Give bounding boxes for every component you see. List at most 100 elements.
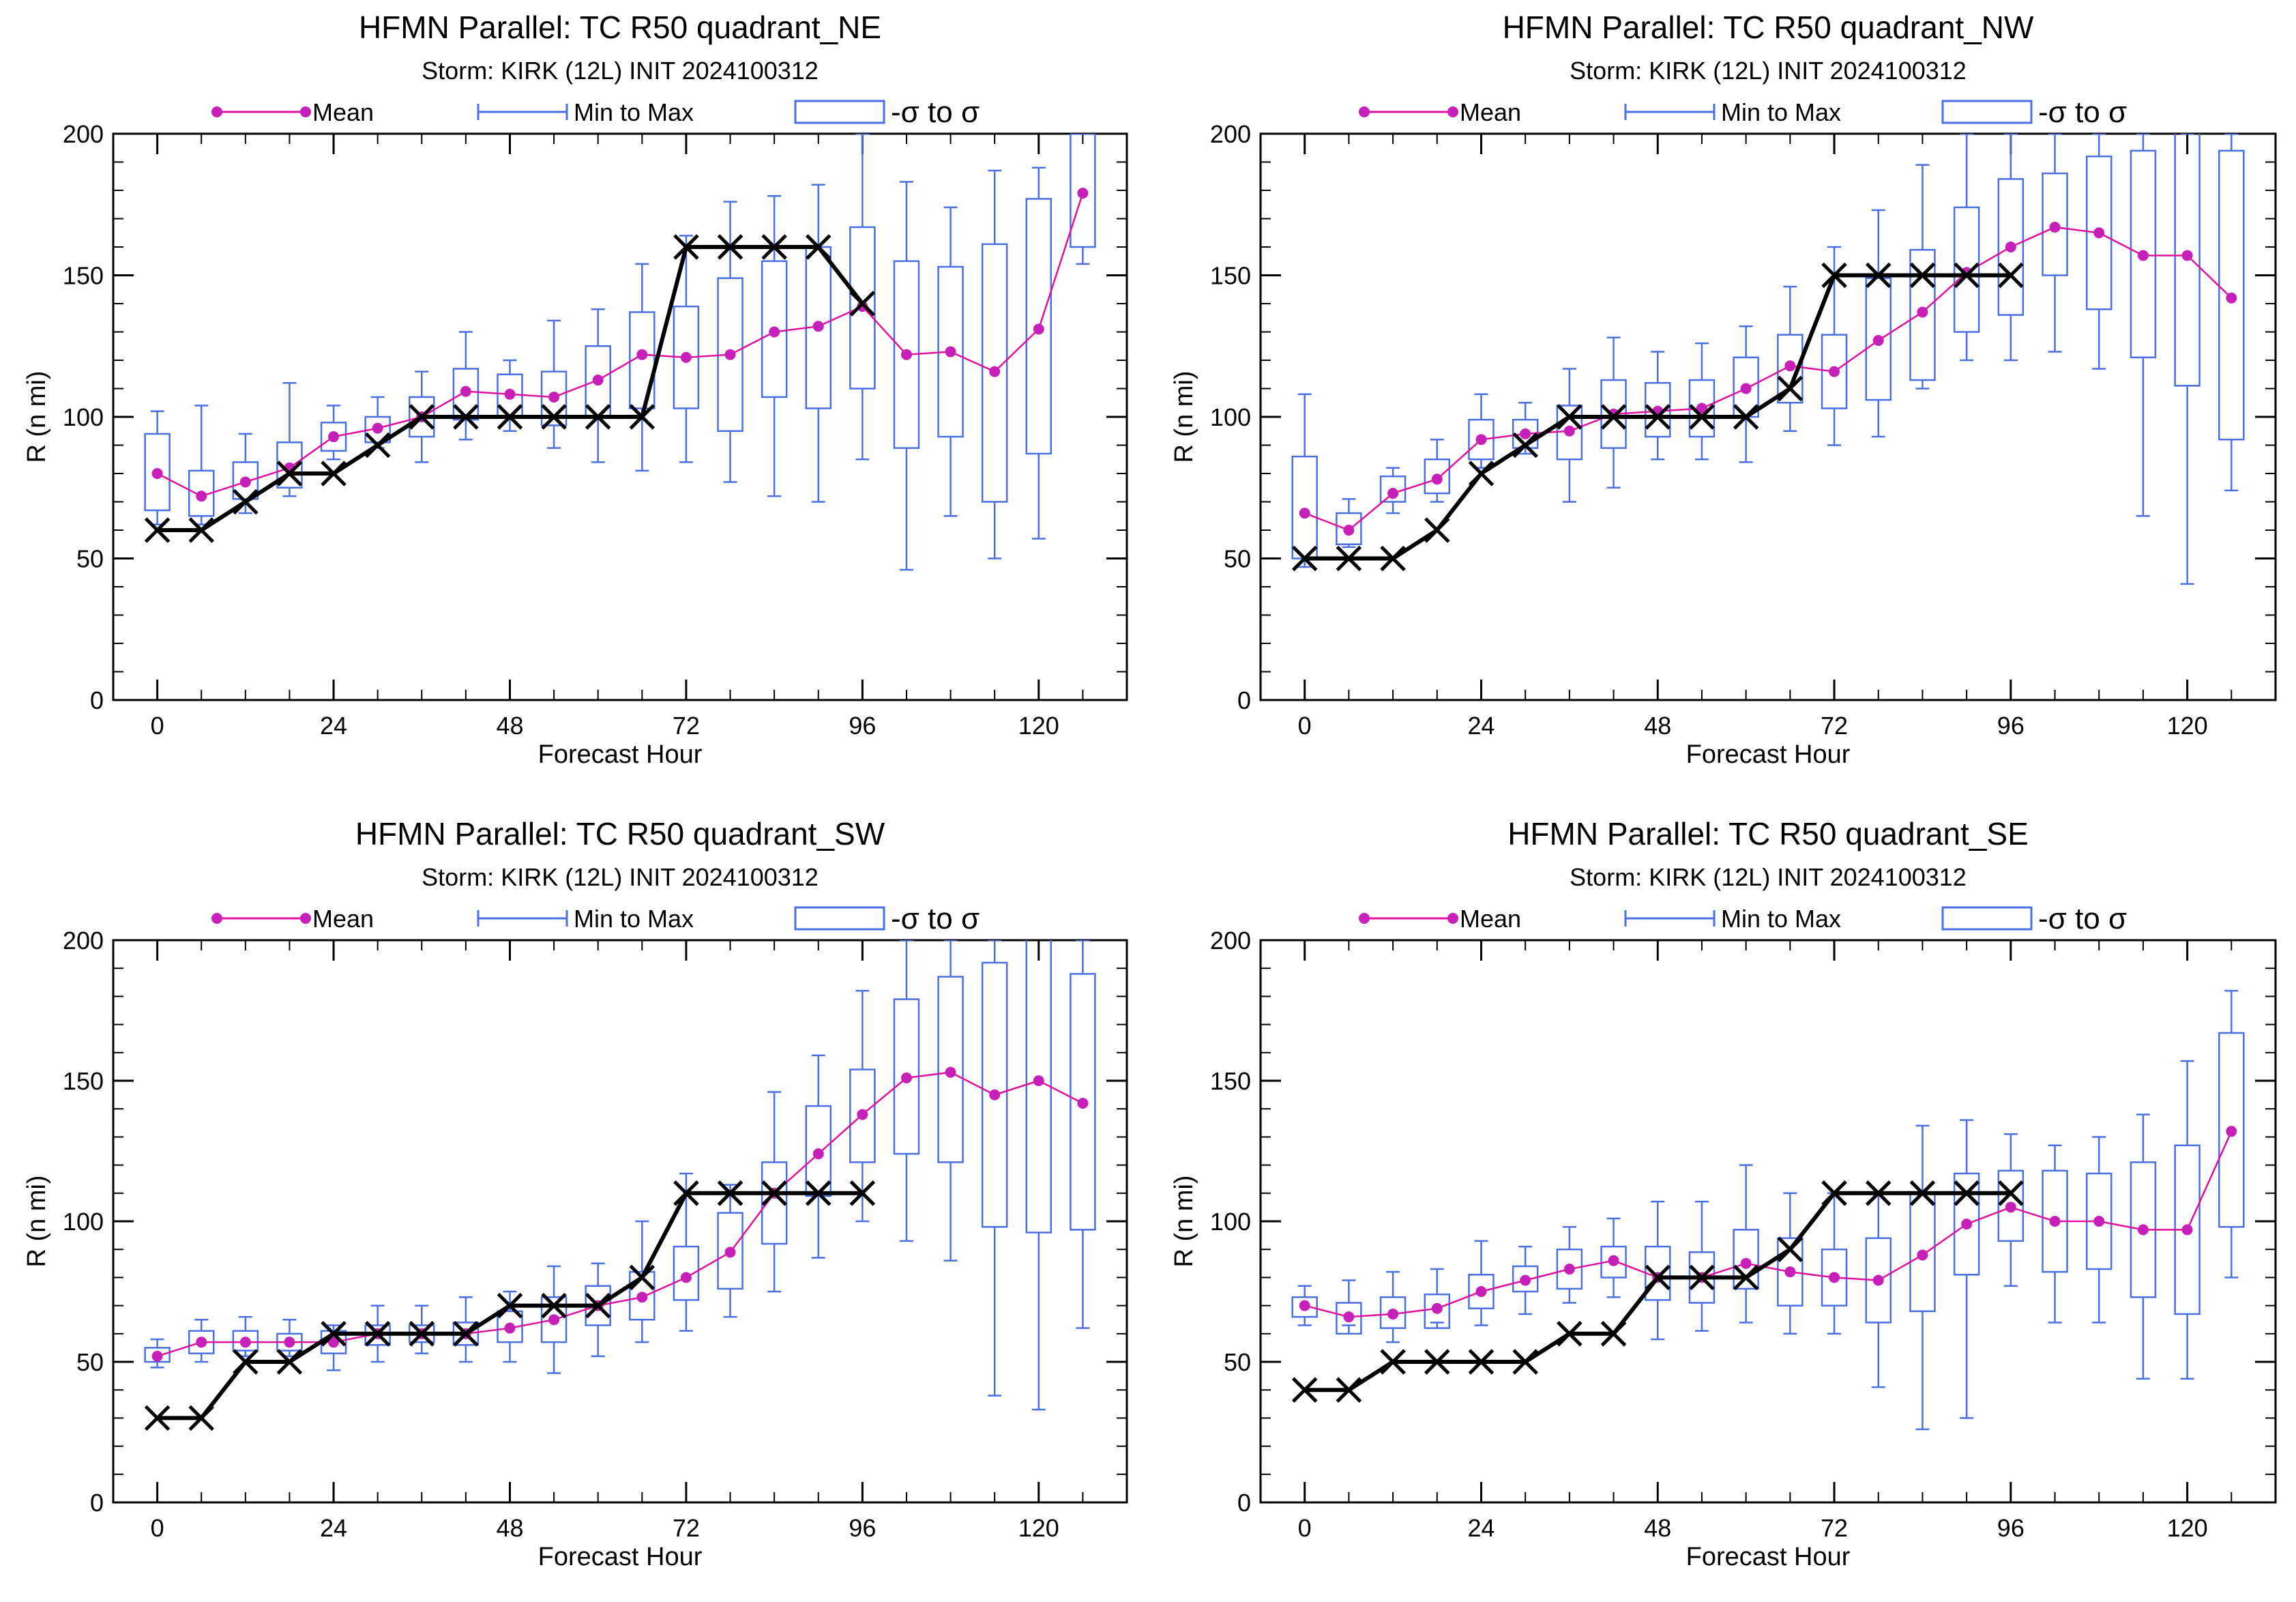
box-whisker: [320, 405, 347, 461]
best-track-x-stroke: [717, 234, 744, 260]
plot-area: [144, 940, 1096, 1431]
best-track-marker: [1291, 545, 1318, 572]
box-whisker: [1424, 438, 1451, 503]
box-whisker: [1997, 134, 2025, 362]
mean-point: [1387, 1308, 1399, 1320]
best-track-x-stroke: [629, 1264, 656, 1291]
best-track-marker: [629, 1264, 656, 1291]
mean-point: [2137, 250, 2149, 261]
best-track-marker: [717, 234, 744, 260]
sigma-box: [1070, 973, 1096, 1231]
sigma-box: [1821, 334, 1848, 409]
sigma-box: [1556, 1248, 1583, 1290]
sigma-box: [364, 416, 391, 443]
box-whisker: [673, 1172, 700, 1332]
best-track-marker: [673, 1180, 699, 1206]
sigma-box: [805, 1105, 831, 1197]
mean-point: [1431, 474, 1443, 485]
x-tick-label: 48: [496, 712, 523, 740]
mean-point: [2049, 1216, 2061, 1227]
x-tick-label: 72: [673, 1514, 700, 1542]
box-whisker: [2042, 1144, 2068, 1324]
best-track-x-stroke: [409, 1321, 435, 1347]
sigma-box: [1909, 248, 1936, 381]
box-whisker: [1733, 1164, 1759, 1324]
box-whisker: [452, 331, 480, 441]
best-track-x-stroke: [453, 404, 479, 430]
mean-point: [2226, 292, 2237, 304]
box-whisker: [1468, 1240, 1495, 1326]
best-track-x-stroke: [585, 1292, 611, 1319]
y-tick-label: 200: [1210, 120, 1251, 148]
mean-point: [548, 1314, 560, 1326]
best-track-x-stroke: [364, 432, 391, 458]
best-track-x-stroke: [409, 404, 435, 430]
best-track-marker: [144, 1405, 171, 1431]
box-whisker: [1556, 1225, 1583, 1304]
best-track-x-stroke: [233, 489, 259, 515]
y-tick-label: 100: [1210, 403, 1251, 431]
best-track-x-stroke: [849, 291, 876, 317]
box-whisker: [2174, 1060, 2201, 1380]
y-axis-label: R (n mi): [1170, 1175, 1198, 1267]
x-tick-label: 0: [1298, 712, 1312, 740]
box-whisker: [1909, 1124, 1936, 1431]
best-track-x-stroke: [1336, 1377, 1362, 1403]
sigma-box: [673, 1245, 700, 1301]
box-whisker: [1336, 1279, 1362, 1335]
best-track-marker: [1733, 404, 1759, 430]
mean-point: [812, 1148, 824, 1160]
box-whisker: [1688, 342, 1716, 461]
sigma-box: [452, 368, 480, 421]
sigma-box: [2218, 1032, 2245, 1228]
best-track-x-stroke: [1909, 262, 1936, 289]
best-track-x-stroke: [717, 1180, 744, 1206]
mean-point: [1563, 425, 1575, 437]
mean-point: [1784, 360, 1796, 372]
chart-subtitle: Storm: KIRK (12L) INIT 2024100312: [1570, 863, 1967, 891]
mean-point: [1343, 1311, 1355, 1323]
sigma-box: [1468, 1274, 1495, 1309]
best-track-marker: [233, 1349, 259, 1375]
sigma-box: [232, 1330, 259, 1352]
chart-title: HFMN Parallel: TC R50 quadrant_SE: [1507, 816, 2029, 851]
best-track-marker: [1954, 262, 1979, 289]
box-whisker: [2085, 134, 2113, 370]
best-track-marker: [805, 1180, 831, 1206]
chart-title: HFMN Parallel: TC R50 quadrant_SW: [355, 816, 885, 851]
mean-point: [1917, 306, 1928, 318]
mean-point: [1520, 428, 1531, 439]
mean-point: [284, 1337, 295, 1348]
best-track-x-stroke: [1733, 1264, 1759, 1291]
box-whisker: [1821, 246, 1848, 446]
legend: Mean Min to Max -σ to σ: [1359, 96, 2127, 129]
best-track-marker: [1291, 1377, 1318, 1403]
sigma-box: [1997, 1169, 2025, 1242]
mean-line: [1304, 1131, 2233, 1318]
best-track-marker: [1777, 375, 1804, 402]
box-whisker: [452, 1296, 480, 1363]
best-track-x-stroke: [1821, 1180, 1847, 1206]
x-tick-label: 120: [2167, 712, 2208, 740]
mean-point: [1872, 1275, 1884, 1286]
sigma-box: [320, 422, 347, 452]
box-whisker: [805, 184, 831, 503]
sigma-box: [2130, 149, 2157, 359]
best-track-x-stroke: [1645, 404, 1671, 430]
sigma-box: [629, 1270, 656, 1321]
box-whisker: [849, 989, 876, 1223]
sigma-box: [981, 961, 1008, 1228]
x-axis-label: Forecast Hour: [538, 1543, 703, 1571]
best-track-marker: [585, 1292, 611, 1319]
mean-point: [1829, 1272, 1840, 1283]
x-tick-label: 24: [320, 1514, 347, 1542]
best-track-marker: [188, 517, 214, 543]
sigma-box: [1865, 277, 1892, 401]
best-track-x-stroke: [497, 1292, 523, 1319]
sigma-box: [1424, 1293, 1451, 1329]
best-track-x-stroke: [1821, 262, 1847, 289]
y-tick-label: 100: [1210, 1208, 1251, 1236]
y-tick-label: 0: [90, 1489, 104, 1517]
box-whisker: [981, 169, 1008, 559]
